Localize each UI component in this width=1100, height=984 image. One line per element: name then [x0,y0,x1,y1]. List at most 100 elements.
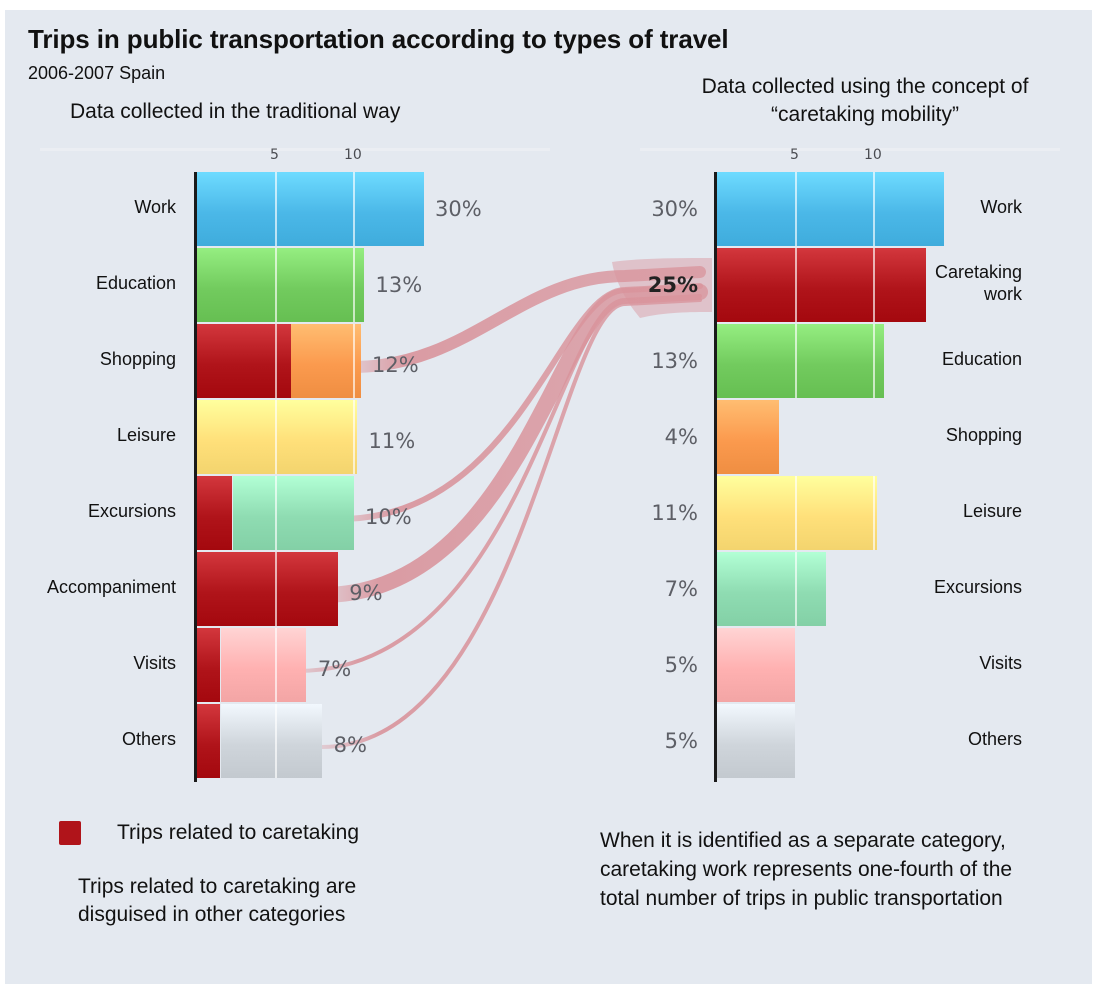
category-label-line: Others [121,729,176,749]
gridline [274,704,277,778]
category-label-line: Excursions [87,501,176,521]
right-note-line: When it is identified as a separate cate… [600,829,1006,852]
bar [221,628,307,702]
gridline [274,476,277,550]
left-note-line: disguised in other categories [78,903,346,926]
category-label-line: Visits [979,653,1022,673]
right-note-line: caretaking work represents one-fourth of… [600,858,1013,881]
gridline [873,172,875,246]
gridline [873,476,875,550]
category-label: Work [134,196,176,218]
right-heading-divider [640,148,1060,151]
category-label-line: work [983,284,1022,304]
flow-ribbon-shopping [346,266,706,373]
chart-title: Trips in public transportation according… [28,24,729,54]
category-label-line: Shopping [945,425,1022,445]
gridline [873,248,875,322]
gridline [274,324,277,398]
value-label: 9% [349,581,383,605]
right-note-line: total number of trips in public transpor… [600,887,1003,910]
category-label: Visits [133,652,176,674]
axis-tick-label: 5 [270,147,279,163]
y-axis-line [194,172,197,782]
gridline [274,400,277,474]
bar-caretaking-segment [197,628,220,702]
left-chart-heading: Data collected in the traditional way [70,100,401,123]
bar-caretaking-segment [197,704,220,778]
flow-ribbon-others [320,298,702,749]
category-label: Excursions [934,576,1022,598]
category-label-line: Visits [133,653,176,673]
bar [291,324,361,398]
category-label-line: Caretaking [934,262,1022,282]
bar [221,704,323,778]
gridline [274,172,277,246]
category-label: Shopping [946,424,1022,446]
value-label: 5% [664,653,698,677]
category-label-line: Leisure [116,425,176,445]
bar [717,172,944,246]
y-axis-line [714,172,717,782]
bar [197,248,364,322]
category-label: Caretaking work [935,261,1022,305]
category-label: Accompaniment [47,576,176,598]
gridline [794,248,797,322]
category-label-line: Education [95,273,176,293]
value-label: 13% [375,273,423,297]
value-label: 7% [664,577,698,601]
category-label: Education [942,348,1022,370]
value-label: 4% [664,425,698,449]
value-label: 25% [647,273,698,297]
bar [717,476,877,550]
category-label: Work [980,196,1022,218]
category-label-line: Work [980,197,1022,217]
category-label: Leisure [117,424,176,446]
flow-ribbon-accompaniment [314,284,708,603]
gridline [353,248,355,322]
value-label: 7% [317,657,352,681]
category-label-line: Shopping [99,349,176,369]
category-label-line: Education [941,349,1022,369]
right-chart-heading: Data collected using the concept of “car… [701,75,1029,126]
value-label: 11% [368,429,416,453]
category-label-line: Work [134,197,176,217]
category-label: Others [968,728,1022,750]
value-label: 8% [333,733,367,757]
bar [717,400,779,474]
category-label-line: Excursions [933,577,1022,597]
category-label-line: Others [967,729,1022,749]
axis-tick-label: 10 [864,147,882,163]
bar [717,704,795,778]
value-label: 12% [372,353,419,377]
value-label: 11% [651,501,698,525]
bar-caretaking-segment [197,324,291,398]
bar-caretaking-segment [197,476,232,550]
flow-ribbon-visits [296,294,702,673]
gridline [274,248,277,322]
category-label-line: Accompaniment [46,577,176,597]
gridline [794,476,797,550]
value-label: 30% [651,197,698,221]
bar [717,324,884,398]
left-note: Trips related to caretaking are disguise… [78,873,356,929]
bar [197,400,357,474]
legend-caretaking-swatch [59,821,81,845]
category-label: Excursions [88,500,176,522]
category-label: Others [122,728,176,750]
legend-caretaking-label: Trips related to caretaking [117,821,360,844]
gridline [274,552,277,626]
category-label: Shopping [100,348,176,370]
category-label: Visits [979,652,1022,674]
gridline [353,324,355,398]
bar [717,628,795,702]
value-label: 13% [651,349,698,373]
left-heading-divider [40,148,550,151]
gridline [794,324,797,398]
axis-tick-label: 5 [790,147,799,163]
bar [717,552,826,626]
bar [717,248,926,322]
bar [233,476,354,550]
value-label: 30% [435,197,482,221]
gridline [353,400,355,474]
